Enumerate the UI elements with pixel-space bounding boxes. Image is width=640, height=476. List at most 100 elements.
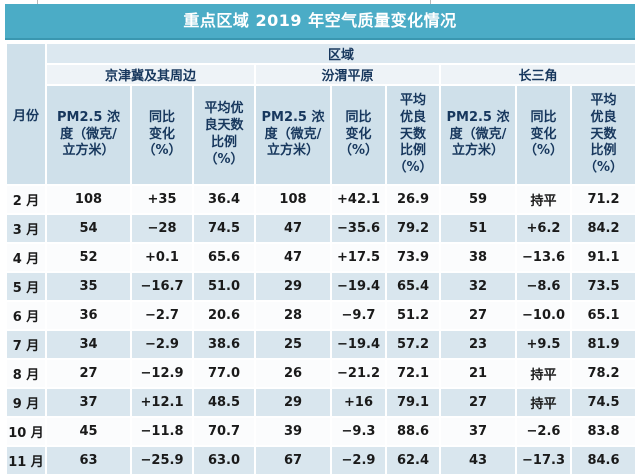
table-header: 月份 区域 京津冀及其周边 汾渭平原 长三角 PM2.5 浓 度（微克/ 立方米… (5, 42, 638, 186)
data-cell: 25 (254, 329, 332, 360)
data-cell: 108 (254, 184, 332, 215)
data-cell: 63.0 (192, 445, 256, 476)
table-row: 3 月 54 −28 74.5 47 −35.6 79.2 51 +6.2 84.2 (5, 213, 638, 244)
data-cell: −35.6 (330, 213, 387, 244)
data-cell: 91.1 (569, 242, 638, 273)
month-cell: 5 月 (5, 271, 47, 302)
data-cell: +35 (130, 184, 194, 215)
data-cell: −16.7 (130, 271, 194, 302)
data-cell: 65.4 (385, 271, 441, 302)
data-cell: 81.9 (569, 329, 638, 360)
data-cell: 32 (439, 271, 517, 302)
data-cell: 84.6 (569, 445, 638, 476)
data-cell: −2.9 (130, 329, 194, 360)
data-cell: 34 (45, 329, 132, 360)
data-cell: −9.7 (330, 300, 387, 331)
air-quality-table: 月份 区域 京津冀及其周边 汾渭平原 长三角 PM2.5 浓 度（微克/ 立方米… (5, 42, 638, 476)
month-cell: 10 月 (5, 416, 47, 447)
month-cell: 9 月 (5, 387, 47, 418)
table-row: 6 月 36 −2.7 20.6 28 −9.7 51.2 27 −10.0 65.1 (5, 300, 638, 331)
region-group-header: 区域 (44, 42, 638, 65)
col-header-pm25-jingjinji: PM2.5 浓 度（微克/ 立方米） (45, 84, 132, 186)
data-cell: 65.1 (569, 300, 638, 331)
data-cell: 45 (45, 416, 132, 447)
data-cell: 43 (439, 445, 517, 476)
col-header-good-fenwei: 平均 优良 天数 比例 （%） (385, 84, 441, 186)
data-cell: 88.6 (385, 416, 441, 447)
data-cell: 持平 (515, 184, 572, 215)
data-cell: 47 (254, 242, 332, 273)
data-cell: −21.2 (330, 358, 387, 389)
month-cell: 2 月 (5, 184, 47, 215)
data-cell: −2.7 (130, 300, 194, 331)
data-cell: 27 (439, 300, 517, 331)
col-header-yoy-changsanjiao: 同比 变化 （%） (515, 84, 572, 186)
data-cell: 51.0 (192, 271, 256, 302)
data-cell: 36.4 (192, 184, 256, 215)
month-cell: 3 月 (5, 213, 47, 244)
data-cell: −10.0 (515, 300, 572, 331)
data-cell: 62.4 (385, 445, 441, 476)
data-cell: 63 (45, 445, 132, 476)
data-cell: 79.1 (385, 387, 441, 418)
data-cell: 38.6 (192, 329, 256, 360)
data-cell: 78.2 (569, 358, 638, 389)
table-row: 7 月 34 −2.9 38.6 25 −19.4 57.2 23 +9.5 81.9 (5, 329, 638, 360)
data-cell: 20.6 (192, 300, 256, 331)
data-cell: 21 (439, 358, 517, 389)
data-cell: 持平 (515, 358, 572, 389)
table-body: 2 月 108 +35 36.4 108 +42.1 26.9 59 持平 71.2 3 月 54 −2… (5, 184, 638, 476)
data-cell: 51.2 (385, 300, 441, 331)
data-cell: 27 (45, 358, 132, 389)
data-cell: −2.6 (515, 416, 572, 447)
month-column-header: 月份 (5, 42, 47, 186)
data-cell: 36 (45, 300, 132, 331)
col-header-pm25-fenwei: PM2.5 浓 度（微克/ 立方米） (254, 84, 332, 186)
gridline-tick (430, 0, 431, 4)
data-cell: 57.2 (385, 329, 441, 360)
data-cell: 28 (254, 300, 332, 331)
col-header-good-jingjinji: 平均优 良天数 比例 （%） (192, 84, 256, 186)
col-header-good-changsanjiao: 平均 优良 天数 比例 （%） (569, 84, 638, 186)
data-cell: −17.3 (515, 445, 572, 476)
region-header-jingjinji: 京津冀及其周边 (45, 63, 256, 86)
data-cell: −28 (130, 213, 194, 244)
data-cell: 84.2 (569, 213, 638, 244)
data-cell: 79.2 (385, 213, 441, 244)
month-cell: 7 月 (5, 329, 47, 360)
data-cell: 67 (254, 445, 332, 476)
data-cell: 37 (45, 387, 132, 418)
data-cell: 108 (45, 184, 132, 215)
region-header-changsanjiao: 长三角 (438, 63, 638, 86)
data-cell: +9.5 (515, 329, 572, 360)
data-cell: −19.4 (330, 271, 387, 302)
data-cell: −9.3 (330, 416, 387, 447)
col-header-pm25-changsanjiao: PM2.5 浓 度（微克/ 立方米） (439, 84, 517, 186)
data-cell: 26.9 (385, 184, 441, 215)
data-cell: 39 (254, 416, 332, 447)
data-cell: 70.7 (192, 416, 256, 447)
data-cell: −11.8 (130, 416, 194, 447)
data-cell: 51 (439, 213, 517, 244)
col-header-yoy-jingjinji: 同比 变化 （%） (130, 84, 194, 186)
data-cell: 65.6 (192, 242, 256, 273)
data-cell: 47 (254, 213, 332, 244)
data-cell: −13.6 (515, 242, 572, 273)
data-cell: 35 (45, 271, 132, 302)
data-cell: +6.2 (515, 213, 572, 244)
table-row: 11 月 63 −25.9 63.0 67 −2.9 62.4 43 −17.3 84.6 (5, 445, 638, 476)
data-cell: −19.4 (330, 329, 387, 360)
table-row: 8 月 27 −12.9 77.0 26 −21.2 72.1 21 持平 78.2 (5, 358, 638, 389)
data-cell: 52 (45, 242, 132, 273)
data-cell: 26 (254, 358, 332, 389)
data-cell: 74.5 (192, 213, 256, 244)
table-row: 2 月 108 +35 36.4 108 +42.1 26.9 59 持平 71.2 (5, 184, 638, 215)
data-cell: 73.9 (385, 242, 441, 273)
data-cell: 72.1 (385, 358, 441, 389)
data-cell: 38 (439, 242, 517, 273)
data-cell: 29 (254, 271, 332, 302)
data-cell: 71.2 (569, 184, 638, 215)
data-cell: −8.6 (515, 271, 572, 302)
month-cell: 8 月 (5, 358, 47, 389)
